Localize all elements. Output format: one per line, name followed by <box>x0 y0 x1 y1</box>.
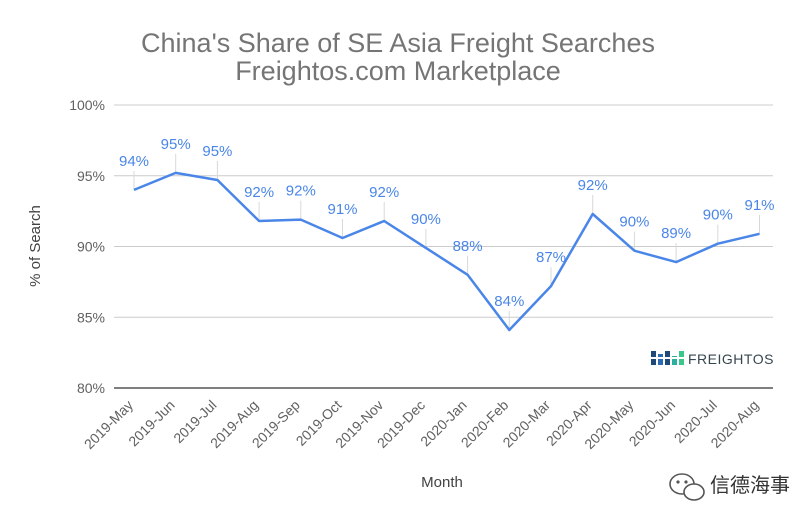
data-labels: 94% 95% 95% 92% 92% 91% 92% 90% 88% 84% 87% 92% 90% 8… <box>119 136 775 310</box>
data-label: 92% <box>244 184 274 201</box>
data-label: 87% <box>536 249 566 266</box>
gridlines <box>114 104 773 389</box>
data-label: 94% <box>119 153 149 170</box>
label-leaders <box>133 153 760 330</box>
data-label: 90% <box>619 214 649 231</box>
data-label: 92% <box>369 184 399 201</box>
data-label: 88% <box>453 238 483 255</box>
freightos-logo-icon <box>651 351 684 365</box>
y-tick-label: 95% <box>77 168 105 184</box>
data-label: 91% <box>327 201 357 218</box>
series-line <box>133 171 760 332</box>
wechat-icon <box>669 473 705 501</box>
y-axis-label: % of Search <box>27 205 44 287</box>
data-label: 92% <box>578 177 608 194</box>
y-tick-label: 80% <box>77 380 105 396</box>
x-tick-label: 2019-May <box>81 397 136 452</box>
x-axis-label: Month <box>421 474 463 491</box>
y-tick-label: 90% <box>77 239 105 255</box>
x-tick-label: 2020-Jun <box>626 397 679 450</box>
y-tick-label: 85% <box>77 309 105 325</box>
freightos-logo-text: FREIGHTOS <box>688 351 774 367</box>
data-label: 95% <box>161 136 191 153</box>
data-label: 89% <box>661 225 691 242</box>
data-label: 90% <box>703 207 733 224</box>
data-label: 90% <box>411 211 441 228</box>
data-label: 92% <box>286 183 316 200</box>
chart-title: China's Share of SE Asia Freight Searche… <box>141 28 655 58</box>
freightos-logo: FREIGHTOS <box>651 351 774 367</box>
chart-subtitle: Freightos.com Marketplace <box>235 56 561 86</box>
data-label: 84% <box>494 293 524 310</box>
watermark-text: 信德海事 <box>710 474 790 497</box>
x-tick-label: 2019-Jun <box>125 397 178 450</box>
x-axis-ticks: 2019-May2019-Jun2019-Jul2019-Aug2019-Sep… <box>81 397 762 453</box>
y-axis-ticks: 80% 85% 90% 95% 100% <box>69 97 105 396</box>
watermark: 信德海事 <box>669 473 790 501</box>
y-tick-label: 100% <box>69 97 105 113</box>
data-label: 95% <box>202 143 232 160</box>
data-label: 91% <box>744 197 774 214</box>
